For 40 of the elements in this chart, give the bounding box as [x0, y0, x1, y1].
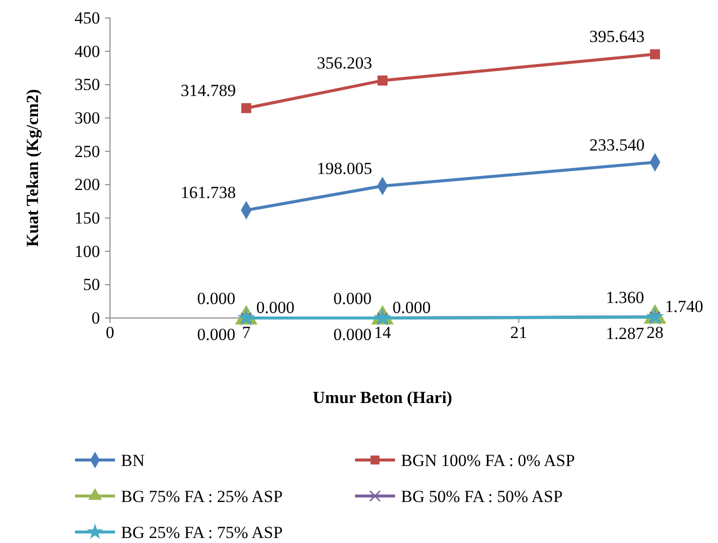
- legend-label: BN: [121, 451, 145, 470]
- data-label: 0.000: [256, 298, 294, 317]
- legend-label: BGN 100% FA : 0% ASP: [401, 451, 575, 470]
- y-tick-label: 350: [74, 75, 100, 94]
- point: [650, 49, 660, 60]
- y-tick-label: 450: [74, 8, 100, 28]
- y-tick-label: 150: [74, 208, 100, 228]
- y-tick-label: 400: [74, 42, 100, 61]
- y-tick-label: 250: [74, 142, 100, 161]
- y-tick-label: 200: [74, 175, 100, 194]
- legend-label: BG 75% FA : 25% ASP: [121, 487, 283, 506]
- x-tick-label: 14: [374, 323, 392, 342]
- data-label: 0.000: [392, 298, 431, 317]
- data-label: 0.000: [333, 325, 372, 344]
- legend-label: BG 50% FA : 50% ASP: [401, 487, 563, 506]
- x-axis-title: Umur Beton (Hari): [312, 388, 452, 407]
- data-label: 0.000: [197, 325, 236, 344]
- y-tick-label: 0: [92, 308, 100, 328]
- y-axis-title: Kuat Tekan (Kg/cm2): [23, 89, 42, 247]
- x-tick-label: 21: [510, 323, 528, 342]
- x-tick-label: 0: [106, 323, 114, 342]
- data-label: 314.789: [180, 81, 236, 100]
- data-label: 356.203: [316, 54, 372, 73]
- data-label: 1.287: [606, 324, 645, 344]
- data-label: 161.738: [180, 183, 236, 202]
- y-tick-label: 100: [74, 242, 100, 261]
- data-label: 0.000: [197, 289, 236, 308]
- legend-label: BG 25% FA : 75% ASP: [121, 523, 283, 542]
- y-tick-label: 50: [83, 275, 100, 294]
- point: [241, 103, 252, 114]
- x-tick-label: 7: [242, 323, 251, 342]
- data-label: 233.540: [589, 135, 645, 154]
- data-label: 198.005: [316, 158, 372, 178]
- x-tick-label: 28: [646, 323, 664, 342]
- data-label: 1.740: [665, 296, 704, 316]
- y-tick-label: 300: [74, 108, 100, 128]
- data-label: 0.000: [333, 289, 372, 308]
- data-label: 1.360: [606, 288, 644, 308]
- data-label: 395.643: [589, 27, 645, 46]
- point: [378, 76, 388, 86]
